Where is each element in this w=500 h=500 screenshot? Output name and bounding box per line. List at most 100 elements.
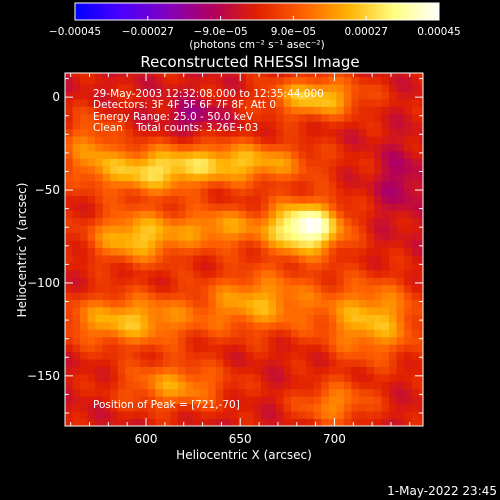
heatmap-cell: [140, 76, 149, 85]
heatmap-cell: [178, 203, 186, 211]
heatmap-cell: [343, 255, 352, 263]
heatmap-cell: [291, 307, 300, 315]
heatmap-cell: [351, 128, 360, 137]
heatmap-cell: [381, 225, 390, 234]
heatmap-cell: [170, 321, 179, 330]
heatmap-cell: [351, 180, 360, 189]
heatmap-cell: [178, 173, 186, 182]
heatmap-cell: [170, 373, 179, 382]
heatmap-cell: [223, 113, 232, 122]
heatmap-cell: [80, 240, 89, 249]
heatmap-cell: [313, 418, 322, 426]
heatmap-cell: [125, 366, 134, 375]
heatmap-cell: [178, 418, 186, 426]
heatmap-cell: [238, 388, 247, 397]
heatmap-cell: [178, 359, 186, 367]
heatmap-cell: [140, 292, 149, 301]
heatmap-cell: [238, 113, 247, 122]
heatmap-cell: [298, 180, 307, 189]
heatmap-cell: [170, 203, 179, 211]
heatmap-cell: [381, 255, 390, 263]
heatmap-cell: [321, 299, 330, 308]
heatmap-cell: [193, 269, 202, 278]
heatmap-cell: [178, 381, 186, 390]
heatmap-cell: [140, 217, 149, 226]
heatmap-cell: [238, 121, 247, 130]
heatmap-cell: [110, 217, 119, 226]
heatmap-cell: [72, 373, 81, 382]
heatmap-cell: [268, 403, 277, 412]
heatmap-cell: [132, 411, 141, 419]
heatmap-cell: [374, 158, 382, 167]
heatmap-cell: [125, 188, 134, 197]
heatmap-cell: [155, 396, 164, 405]
heatmap-cell: [276, 188, 284, 197]
heatmap-cell: [374, 203, 382, 211]
heatmap-cell: [419, 396, 423, 405]
heatmap-cell: [65, 344, 73, 353]
heatmap-cell: [389, 381, 398, 390]
heatmap-cell: [178, 232, 186, 241]
heatmap-cell: [117, 99, 126, 107]
heatmap-cell: [253, 106, 262, 115]
heatmap-cell: [238, 329, 247, 338]
heatmap-cell: [291, 128, 300, 137]
heatmap-cell: [253, 151, 262, 159]
heatmap-cell: [170, 106, 179, 115]
heatmap-cell: [238, 99, 247, 107]
heatmap-cell: [419, 121, 423, 130]
heatmap-cell: [65, 84, 73, 92]
heatmap-cell: [336, 411, 345, 419]
x-tick-label: 700: [323, 432, 346, 446]
heatmap-cell: [132, 225, 141, 234]
heatmap-cell: [95, 292, 104, 301]
heatmap-cell: [276, 373, 284, 382]
heatmap-cell: [328, 232, 337, 241]
heatmap-cell: [268, 195, 277, 204]
heatmap-cell: [374, 106, 382, 115]
heatmap-cell: [125, 210, 134, 219]
heatmap-cell: [381, 76, 390, 85]
heatmap-cell: [185, 173, 194, 182]
heatmap-cell: [321, 336, 330, 345]
heatmap-cell: [155, 314, 164, 323]
heatmap-cell: [117, 106, 126, 115]
heatmap-cell: [155, 136, 164, 144]
heatmap-cell: [95, 277, 104, 286]
heatmap-cell: [125, 336, 134, 345]
heatmap-cell: [110, 203, 119, 211]
heatmap-cell: [276, 106, 284, 115]
heatmap-cell: [193, 106, 202, 115]
heatmap-cell: [306, 113, 315, 122]
heatmap-cell: [328, 396, 337, 405]
heatmap-cell: [351, 366, 360, 375]
heatmap-cell: [283, 366, 292, 375]
heatmap-cell: [291, 91, 300, 100]
heatmap-cell: [95, 136, 104, 144]
heatmap-cell: [230, 321, 239, 330]
heatmap-cell: [155, 84, 164, 92]
heatmap-cell: [253, 336, 262, 345]
heatmap-cell: [321, 225, 330, 234]
heatmap-cell: [419, 99, 423, 107]
heatmap-cell: [381, 403, 390, 412]
heatmap-cell: [87, 91, 96, 100]
heatmap-cell: [178, 210, 186, 219]
heatmap-cell: [366, 247, 375, 256]
heatmap-cell: [328, 151, 337, 159]
heatmap-cell: [328, 240, 337, 249]
heatmap-cell: [87, 151, 96, 159]
heatmap-cell: [200, 188, 209, 197]
heatmap-cell: [404, 269, 413, 278]
heatmap-cell: [65, 262, 73, 271]
heatmap-cell: [155, 321, 164, 330]
heatmap-cell: [366, 396, 375, 405]
heatmap-cell: [291, 381, 300, 390]
heatmap-cell: [125, 411, 134, 419]
heatmap-cell: [283, 76, 292, 85]
heatmap-cell: [223, 388, 232, 397]
heatmap-cell: [87, 247, 96, 256]
heatmap-cell: [358, 240, 367, 249]
heatmap-cell: [291, 210, 300, 219]
heatmap-cell: [65, 403, 73, 412]
